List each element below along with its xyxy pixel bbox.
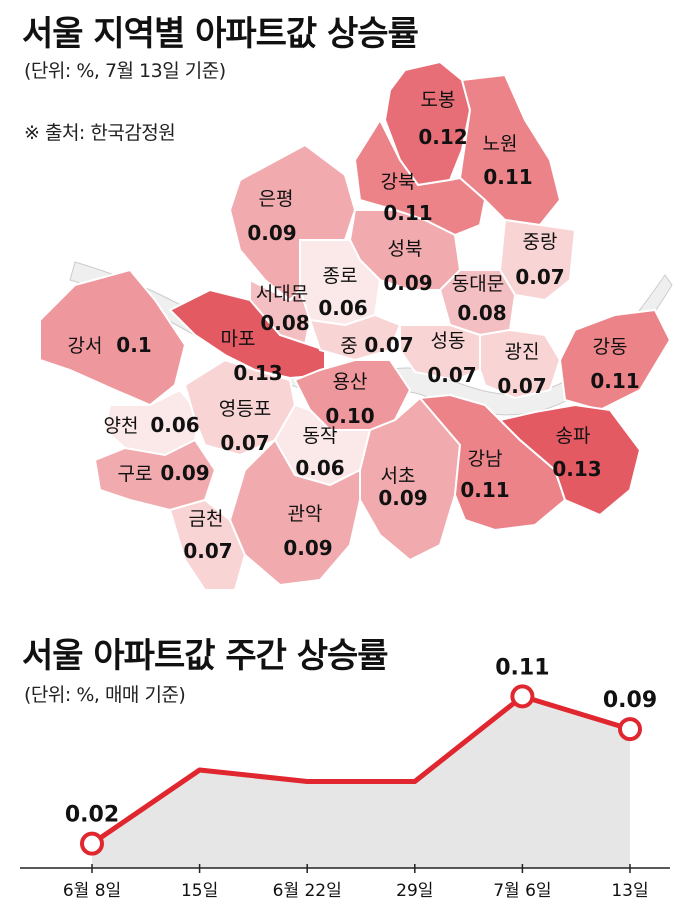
district-name-label: 강남 (468, 448, 503, 470)
district-name-label: 서초 (381, 465, 416, 487)
district-value-label: 0.11 (460, 478, 509, 502)
series-line (90, 693, 631, 846)
district-name-label: 양천 (104, 415, 139, 437)
district-name-label: 강서 (68, 335, 103, 357)
district-20 (93, 438, 217, 512)
district-name-label: 중랑 (523, 231, 558, 253)
data-point-marker (80, 831, 104, 856)
district-value-label: 0.13 (233, 361, 282, 385)
district-value-label: 0.10 (325, 404, 374, 428)
district-name-label: 성동 (431, 330, 466, 352)
district-10 (39, 268, 187, 407)
district-name-label: 강동 (593, 336, 628, 358)
map-unit-note: (단위: %, 7월 13일 기준) (24, 60, 226, 82)
x-tick-label: 13일 (611, 881, 648, 901)
district-value-label: 0.09 (247, 221, 296, 245)
district-value-label: 0.07 (515, 265, 564, 289)
district-12 (308, 313, 402, 362)
district-value-label: 0.07 (497, 374, 546, 398)
district-name-label: 성북 (388, 238, 423, 260)
district-3 (353, 117, 487, 237)
district-value-label: 0.09 (160, 461, 209, 485)
district-name-label: 강북 (381, 171, 416, 193)
data-point-label: 0.11 (495, 655, 549, 680)
line-unit-note: (단위: %, 매매 기준) (24, 684, 186, 706)
district-name-label: 금천 (189, 508, 224, 530)
district-13 (399, 324, 481, 382)
district-value-label: 0.09 (378, 486, 427, 510)
source-note: ※ 출처: 한국감정원 (24, 122, 176, 144)
district-value-label: 0.07 (183, 539, 232, 563)
district-value-label: 0.11 (383, 201, 432, 225)
district-name-label: 종로 (323, 265, 358, 287)
district-25 (228, 438, 361, 587)
map-title: 서울 지역별 아파트값 상승률 (22, 14, 419, 54)
district-value-label: 0.06 (150, 413, 199, 437)
district-23 (498, 403, 642, 517)
district-name-label: 동대문 (452, 273, 504, 295)
x-tick-label: 6월 8일 (63, 881, 121, 901)
district-value-label: 0.11 (590, 369, 639, 393)
district-value-label: 0.06 (318, 296, 367, 320)
district-value-label: 0.07 (220, 431, 269, 455)
district-value-label: 0.08 (260, 311, 309, 335)
district-value-label: 0.07 (427, 363, 476, 387)
district-value-label: 0.09 (283, 536, 332, 560)
district-value-label: 0.06 (295, 456, 344, 480)
district-name-label: 마포 (221, 328, 256, 350)
x-tick-label: 7월 6일 (493, 881, 551, 901)
district-name-label: 관악 (288, 503, 323, 525)
x-tick-label: 15일 (181, 881, 218, 901)
data-point-marker (510, 684, 535, 709)
line-title: 서울 아파트값 주간 상승률 (22, 636, 389, 676)
x-tick-label: 6월 22일 (273, 881, 342, 901)
district-value-label: 0.09 (383, 271, 432, 295)
data-point-label: 0.09 (603, 688, 657, 713)
district-name-label: 도봉 (421, 89, 456, 111)
district-name-label: 송파 (556, 425, 591, 447)
district-value-label: 0.1 (116, 333, 151, 357)
district-value-label: 0.11 (483, 165, 532, 189)
district-name-label: 구로 (118, 463, 153, 485)
district-name-label: 동작 (303, 425, 338, 447)
district-name-label: 서대문 (256, 283, 308, 305)
district-name-label: 용산 (333, 371, 368, 393)
district-name-label: 광진 (505, 341, 540, 363)
district-name-label: 중 (340, 335, 357, 357)
data-point-label: 0.02 (65, 803, 119, 828)
district-14 (479, 328, 562, 400)
data-point-marker (618, 717, 642, 742)
district-name-label: 노원 (483, 133, 518, 155)
district-value-label: 0.13 (552, 457, 601, 481)
district-24 (168, 498, 247, 591)
district-15 (558, 308, 672, 412)
district-value-label: 0.07 (364, 333, 413, 357)
x-tick-label: 29일 (396, 881, 433, 901)
district-name-label: 영등포 (219, 398, 271, 420)
district-value-label: 0.12 (418, 125, 467, 149)
district-name-label: 은평 (259, 188, 294, 210)
district-value-label: 0.08 (457, 301, 506, 325)
